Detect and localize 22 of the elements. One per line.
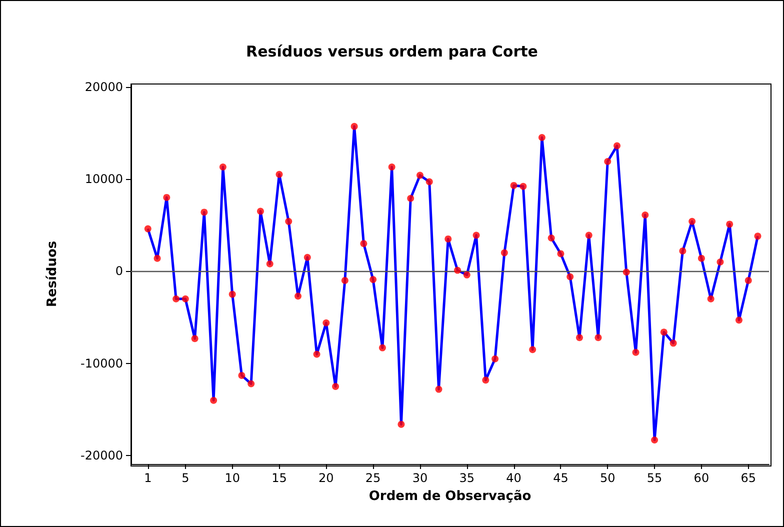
y-tick-label: 20000 (84, 80, 123, 94)
x-tick-label: 1 (144, 471, 152, 485)
x-tick-label: 35 (459, 471, 475, 485)
x-tick-label: 10 (224, 471, 240, 485)
x-tick-label: 50 (600, 471, 616, 485)
x-tick-label: 45 (553, 471, 568, 485)
y-tick-label: 0 (115, 264, 123, 278)
x-tick-label: 5 (182, 471, 190, 485)
x-tick-label: 55 (646, 471, 662, 485)
y-tick-label: -10000 (80, 356, 123, 370)
y-axis-title: Resíduos (45, 240, 60, 308)
y-tick-label: -20000 (80, 448, 123, 463)
x-tick-label: 25 (365, 471, 381, 485)
y-tick-label: 10000 (84, 172, 123, 186)
x-tick-label: 30 (412, 471, 428, 485)
x-tick-label: 15 (272, 471, 287, 485)
x-tick-label: 65 (740, 471, 756, 485)
x-tick-label: 60 (694, 471, 710, 485)
x-tick-label: 20 (318, 471, 334, 485)
chart-title: Resíduos versus ordem para Corte (246, 42, 538, 60)
x-axis-title: Ordem de Observação (368, 489, 532, 504)
x-tick-label: 40 (506, 471, 522, 485)
